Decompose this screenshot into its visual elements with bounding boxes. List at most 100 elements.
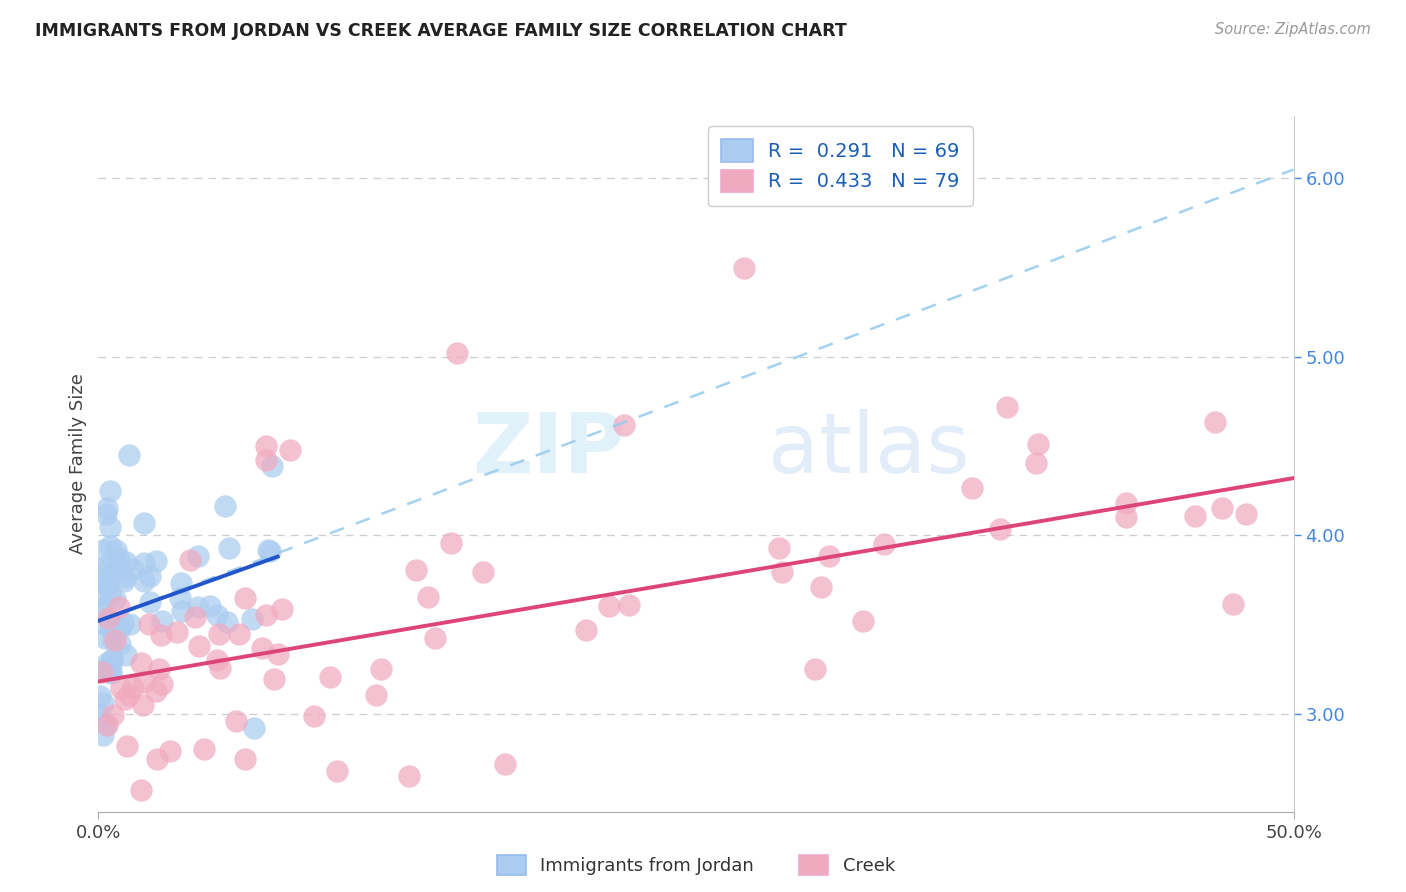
Point (398, 769, 420, 783)
Point (114, 692, 136, 706)
Point (207, 627, 229, 641)
Point (184, 610, 207, 624)
Point (104, 632, 127, 647)
Point (423, 631, 446, 645)
Point (150, 677, 173, 691)
Point (93, 632, 115, 646)
Point (574, 624, 596, 638)
Point (768, 541, 790, 556)
Point (259, 543, 281, 558)
Point (207, 653, 229, 667)
Point (179, 553, 201, 567)
Point (132, 574, 155, 588)
Point (145, 684, 167, 698)
Point (278, 442, 301, 457)
Point (100, 652, 122, 666)
Point (995, 400, 1018, 414)
Point (188, 639, 211, 653)
Point (91, 728, 114, 742)
Point (319, 670, 342, 684)
Point (159, 744, 181, 758)
Point (94, 507, 117, 521)
Point (146, 752, 169, 766)
Point (193, 741, 215, 756)
Point (170, 576, 193, 591)
Point (150, 614, 173, 628)
Point (260, 458, 283, 473)
Point (166, 625, 188, 640)
Point (817, 549, 839, 563)
Point (214, 499, 236, 513)
Point (122, 681, 145, 695)
Y-axis label: Average Family Size: Average Family Size (69, 374, 87, 554)
Point (97, 657, 120, 672)
Point (302, 709, 325, 723)
Point (169, 591, 191, 606)
Point (170, 604, 193, 618)
Point (93, 663, 115, 677)
Point (852, 614, 875, 628)
Point (91, 665, 114, 679)
Point (218, 541, 240, 556)
Point (118, 448, 141, 462)
Point (98, 539, 121, 553)
Point (114, 555, 136, 569)
Point (114, 570, 136, 584)
Point (254, 439, 277, 453)
Point (804, 662, 827, 676)
Point (134, 516, 156, 530)
Point (91, 696, 114, 710)
Point (254, 453, 277, 467)
Point (250, 640, 273, 655)
Point (101, 632, 124, 647)
Point (1211, 501, 1233, 516)
Point (94, 717, 117, 731)
Point (96, 656, 118, 670)
Point (89, 689, 111, 703)
Point (370, 662, 392, 676)
Point (96, 501, 118, 516)
Point (233, 751, 256, 765)
Point (129, 783, 152, 797)
Point (115, 739, 138, 753)
Point (104, 543, 127, 558)
Point (100, 622, 122, 636)
Point (257, 543, 280, 558)
Point (1115, 509, 1137, 524)
Point (1204, 415, 1226, 429)
Point (91, 542, 114, 557)
Point (108, 550, 131, 565)
Point (326, 764, 349, 778)
Point (97, 611, 120, 625)
Point (1025, 456, 1047, 470)
Point (100, 586, 122, 600)
Point (209, 661, 232, 675)
Text: IMMIGRANTS FROM JORDAN VS CREEK AVERAGE FAMILY SIZE CORRELATION CHART: IMMIGRANTS FROM JORDAN VS CREEK AVERAGE … (35, 22, 846, 40)
Point (471, 566, 494, 580)
Point (97, 663, 120, 677)
Point (187, 549, 209, 564)
Point (104, 592, 127, 607)
Point (613, 417, 636, 432)
Point (98, 614, 121, 628)
Point (90, 605, 112, 619)
Point (494, 756, 516, 771)
Point (110, 681, 132, 695)
Point (115, 648, 138, 662)
Point (405, 564, 427, 578)
Point (132, 674, 155, 689)
Point (91, 574, 114, 589)
Point (1115, 496, 1137, 510)
Point (205, 607, 228, 622)
Point (108, 599, 131, 614)
Point (89, 601, 111, 615)
Point (118, 617, 141, 632)
Point (103, 707, 125, 722)
Point (770, 565, 793, 579)
Point (129, 657, 152, 671)
Point (108, 559, 131, 574)
Point (148, 662, 170, 676)
Point (149, 628, 172, 642)
Point (108, 622, 131, 636)
Point (138, 568, 160, 582)
